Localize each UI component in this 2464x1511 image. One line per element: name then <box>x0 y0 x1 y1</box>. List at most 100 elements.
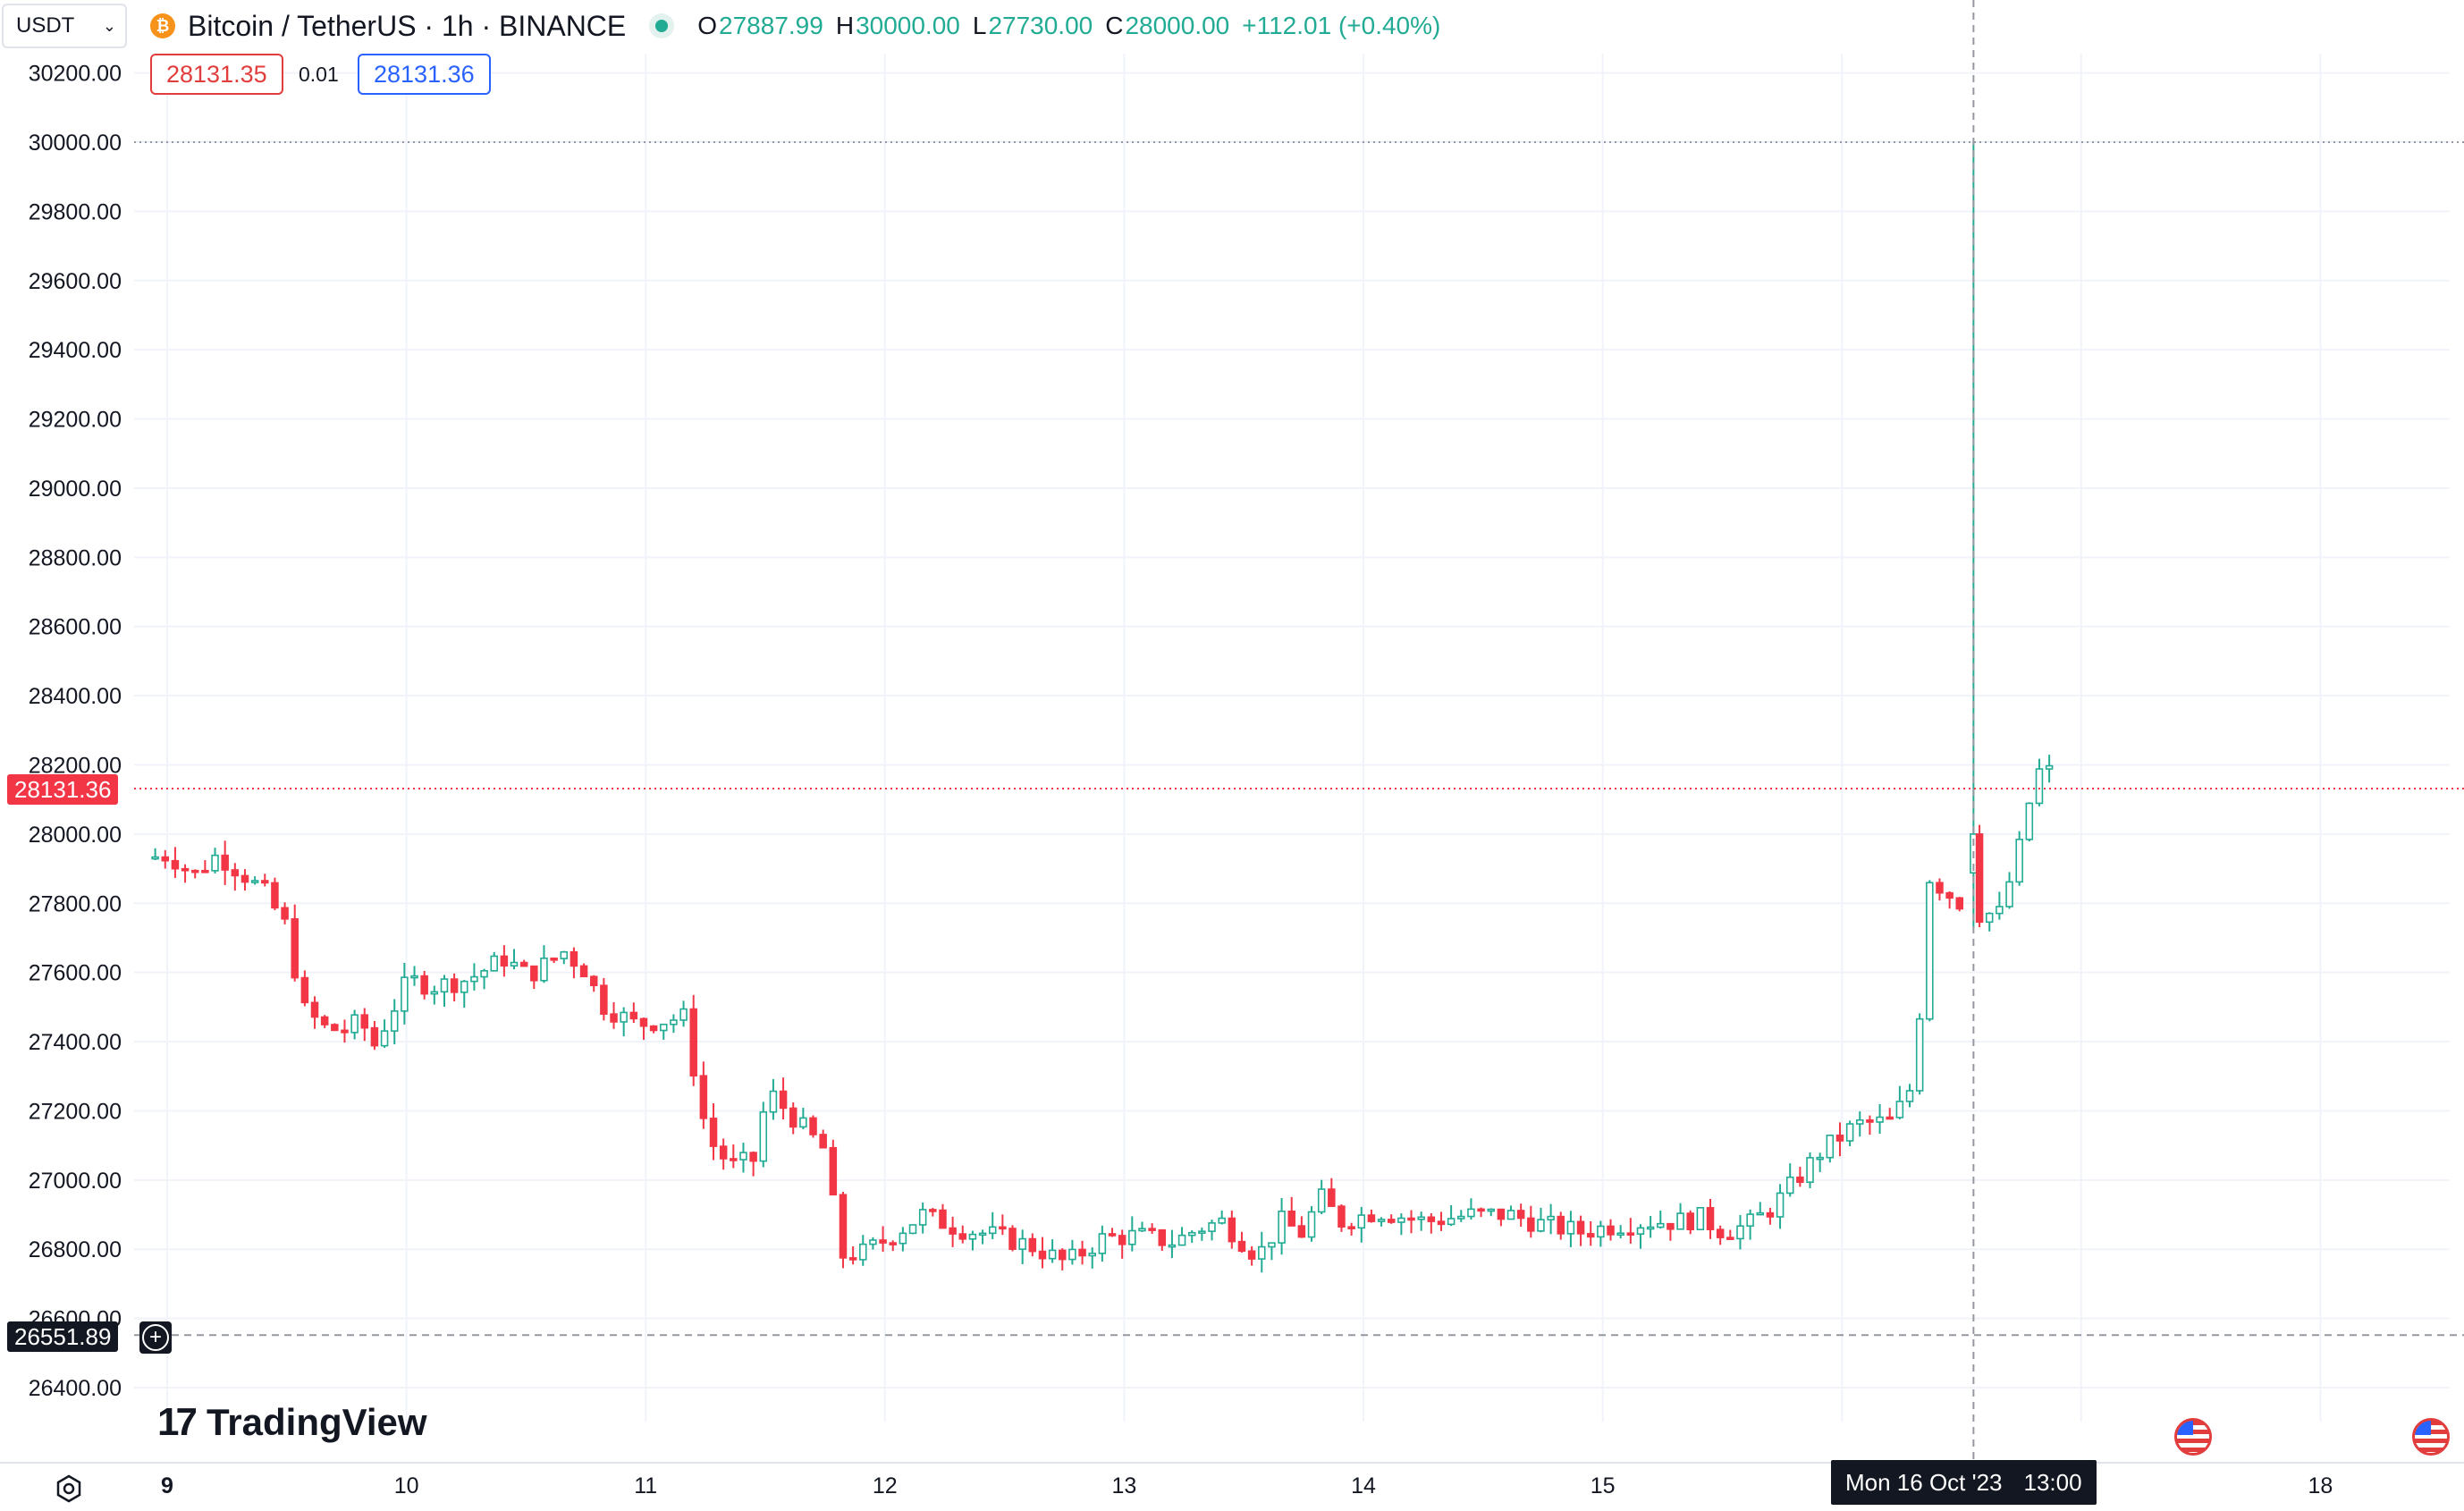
candle-body[interactable] <box>1088 1253 1096 1257</box>
candle-body[interactable] <box>839 1194 848 1259</box>
candle-body[interactable] <box>390 1010 399 1032</box>
candle-body[interactable] <box>1198 1230 1206 1234</box>
candle-body[interactable] <box>829 1146 838 1196</box>
candle-body[interactable] <box>1776 1192 1785 1218</box>
candle-body[interactable] <box>1816 1156 1824 1161</box>
candle-body[interactable] <box>1268 1242 1276 1248</box>
candle-body[interactable] <box>281 907 289 920</box>
candle-body[interactable] <box>1607 1225 1615 1236</box>
candle-body[interactable] <box>978 1232 987 1237</box>
candle-body[interactable] <box>1397 1217 1405 1223</box>
candle-body[interactable] <box>809 1117 817 1135</box>
candle-body[interactable] <box>1148 1228 1156 1231</box>
candle-body[interactable] <box>1307 1211 1316 1238</box>
candle-body[interactable] <box>500 955 509 967</box>
candle-body[interactable] <box>1537 1219 1545 1232</box>
candle-body[interactable] <box>1078 1248 1086 1257</box>
candle-body[interactable] <box>1118 1235 1127 1245</box>
candle-body[interactable] <box>1357 1214 1366 1229</box>
candle-body[interactable] <box>1985 912 1994 924</box>
candle-body[interactable] <box>1905 1090 1914 1102</box>
candle-body[interactable] <box>620 1011 628 1023</box>
candle-body[interactable] <box>1756 1211 1765 1216</box>
candle-body[interactable] <box>1168 1244 1177 1248</box>
candle-body[interactable] <box>350 1014 359 1034</box>
candle-body[interactable] <box>1806 1157 1814 1184</box>
candle-body[interactable] <box>789 1107 797 1128</box>
candle-body[interactable] <box>988 1226 997 1235</box>
candle-body[interactable] <box>879 1239 887 1244</box>
candle-body[interactable] <box>1138 1228 1146 1232</box>
candle-body[interactable] <box>1557 1215 1565 1235</box>
candle-body[interactable] <box>430 991 439 995</box>
candle-body[interactable] <box>929 1209 937 1212</box>
candle-body[interactable] <box>1566 1220 1575 1235</box>
settings-gear-icon[interactable] <box>54 1473 84 1504</box>
candle-body[interactable] <box>1297 1225 1306 1238</box>
candle-body[interactable] <box>1975 833 1984 924</box>
candle-body[interactable] <box>949 1227 957 1235</box>
candle-body[interactable] <box>1895 1101 1904 1118</box>
candle-body[interactable] <box>1128 1229 1136 1245</box>
candle-body[interactable] <box>1866 1118 1874 1123</box>
candle-body[interactable] <box>1845 1123 1854 1142</box>
candle-body[interactable] <box>1317 1188 1326 1213</box>
candle-body[interactable] <box>1766 1211 1775 1218</box>
candle-body[interactable] <box>1427 1216 1436 1222</box>
candle-body[interactable] <box>1746 1213 1754 1228</box>
candle-body[interactable] <box>261 880 269 884</box>
candle-body[interactable] <box>1696 1207 1705 1230</box>
candle-body[interactable] <box>1068 1248 1076 1261</box>
candle-body[interactable] <box>341 1029 349 1034</box>
candle-body[interactable] <box>470 975 478 983</box>
candle-body[interactable] <box>1048 1249 1057 1260</box>
candle-body[interactable] <box>1676 1212 1684 1230</box>
candle-body[interactable] <box>939 1209 947 1229</box>
candle-body[interactable] <box>1108 1233 1117 1237</box>
candle-body[interactable] <box>1886 1116 1894 1120</box>
candle-body[interactable] <box>1367 1214 1376 1222</box>
candle-body[interactable] <box>719 1145 728 1160</box>
candle-body[interactable] <box>670 1019 678 1026</box>
candle-body[interactable] <box>739 1152 747 1161</box>
candle-body[interactable] <box>440 978 449 993</box>
candle-body[interactable] <box>1876 1116 1884 1123</box>
candle-body[interactable] <box>181 867 190 872</box>
candle-body[interactable] <box>1785 1176 1794 1194</box>
candle-body[interactable] <box>460 980 468 993</box>
candle-body[interactable] <box>560 950 569 959</box>
candle-body[interactable] <box>1706 1207 1715 1230</box>
candle-body[interactable] <box>1287 1210 1295 1227</box>
candle-body[interactable] <box>1218 1217 1226 1224</box>
candle-body[interactable] <box>250 880 259 883</box>
sell-button[interactable]: 28131.35 <box>150 54 283 95</box>
candle-body[interactable] <box>968 1233 977 1240</box>
tradingview-logo[interactable]: 17 TradingView <box>157 1400 427 1445</box>
candle-body[interactable] <box>1506 1210 1515 1220</box>
candle-body[interactable] <box>908 1224 917 1235</box>
candle-body[interactable] <box>699 1075 708 1119</box>
candle-body[interactable] <box>819 1134 827 1149</box>
currency-select[interactable]: USDT ⌄ <box>2 4 127 48</box>
candle-body[interactable] <box>1437 1220 1446 1226</box>
candle-body[interactable] <box>510 961 519 967</box>
candle-body[interactable] <box>1278 1210 1286 1244</box>
candle-body[interactable] <box>600 984 608 1015</box>
candle-body[interactable] <box>370 1026 379 1047</box>
candle-body[interactable] <box>1467 1208 1475 1218</box>
candle-body[interactable] <box>161 856 170 862</box>
candle-body[interactable] <box>1657 1222 1665 1228</box>
candle-body[interactable] <box>1527 1217 1535 1232</box>
candle-body[interactable] <box>899 1232 907 1245</box>
candle-body[interactable] <box>490 955 498 972</box>
candle-body[interactable] <box>540 958 548 982</box>
candle-body[interactable] <box>1955 897 1964 910</box>
candle-body[interactable] <box>1377 1219 1386 1222</box>
candle-body[interactable] <box>1497 1208 1506 1220</box>
candle-body[interactable] <box>2045 764 2054 770</box>
candle-body[interactable] <box>610 1013 618 1023</box>
market-status-icon[interactable] <box>649 13 675 38</box>
candle-body[interactable] <box>1387 1219 1396 1223</box>
candle-body[interactable] <box>410 975 418 979</box>
